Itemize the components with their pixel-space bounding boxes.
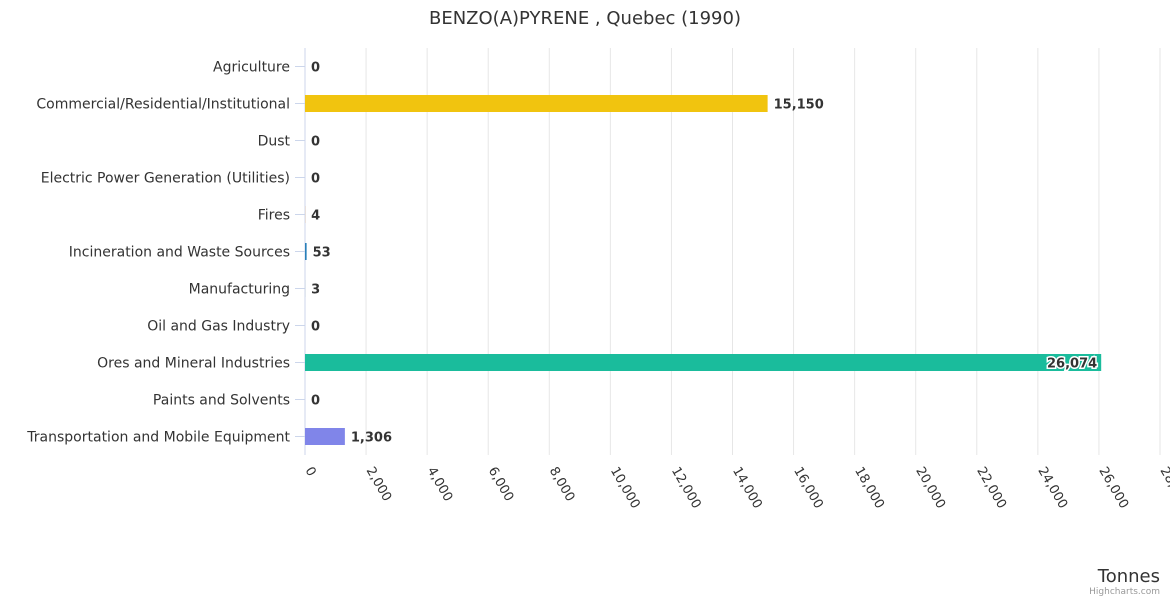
- bar: [305, 428, 345, 445]
- data-label: 3: [311, 283, 320, 298]
- x-tick-label: 20,000: [912, 465, 948, 512]
- category-label: Electric Power Generation (Utilities): [41, 171, 290, 187]
- data-label: 4: [311, 209, 320, 224]
- data-label: 1,306: [351, 431, 392, 446]
- category-label: Transportation and Mobile Equipment: [26, 430, 290, 446]
- x-tick-label: 12,000: [668, 465, 704, 512]
- data-label: 0: [311, 61, 320, 76]
- x-tick-label: 2,000: [363, 465, 395, 505]
- x-tick-label: 28,000: [1157, 465, 1170, 512]
- x-axis-title: Tonnes: [1097, 566, 1160, 587]
- category-label: Paints and Solvents: [153, 393, 290, 409]
- category-label: Ores and Mineral Industries: [97, 356, 290, 372]
- x-tick-label: 22,000: [973, 465, 1009, 512]
- chart-title: BENZO(A)PYRENE , Quebec (1990): [429, 8, 741, 29]
- category-label: Incineration and Waste Sources: [69, 245, 290, 261]
- x-tick-label: 18,000: [851, 465, 887, 512]
- category-label: Commercial/Residential/Institutional: [36, 97, 290, 113]
- x-axis-ticks: 0 2,000 4,000 6,000 8,000 10,000 12,000 14,000 1…: [302, 465, 1170, 512]
- data-label: 26,074: [1047, 357, 1097, 372]
- x-tick-label: 6,000: [485, 465, 517, 505]
- x-tick-label: 8,000: [546, 465, 578, 505]
- data-label: 0: [311, 172, 320, 187]
- x-tick-label: 4,000: [424, 465, 456, 505]
- data-label: 0: [311, 135, 320, 150]
- bar: [305, 243, 307, 260]
- x-tick-label: 14,000: [729, 465, 765, 512]
- x-tick-label: 10,000: [607, 465, 643, 512]
- gridlines: [304, 48, 1161, 455]
- credits-link[interactable]: Highcharts.com: [1089, 587, 1160, 597]
- x-tick-label: 26,000: [1095, 465, 1131, 512]
- category-label: Manufacturing: [189, 282, 290, 298]
- category-label: Fires: [258, 208, 290, 224]
- data-label: 0: [311, 320, 320, 335]
- bars: [305, 95, 1102, 445]
- category-label: Agriculture: [213, 60, 290, 76]
- data-labels: 0 15,150 0 0 4 53 3 0 26,074 0 1,306: [311, 61, 1099, 446]
- data-label: 15,150: [774, 98, 824, 113]
- x-tick-label: 16,000: [790, 465, 826, 512]
- bar: [305, 354, 1102, 371]
- category-label: Dust: [258, 134, 291, 150]
- bar: [305, 95, 768, 112]
- x-tick-label: 24,000: [1034, 465, 1070, 512]
- x-tick-label: 0: [302, 465, 319, 480]
- category-labels: Agriculture Commercial/Residential/Instit…: [26, 60, 305, 446]
- data-label: 53: [313, 246, 331, 261]
- category-label: Oil and Gas Industry: [147, 319, 290, 335]
- data-label: 0: [311, 394, 320, 409]
